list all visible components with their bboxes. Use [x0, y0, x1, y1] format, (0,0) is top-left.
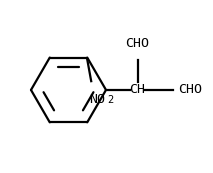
Text: CHO: CHO [178, 83, 202, 96]
Text: 2: 2 [107, 95, 113, 105]
Text: CH: CH [130, 83, 146, 96]
Text: NO: NO [89, 93, 105, 106]
Text: CHO: CHO [126, 37, 150, 50]
